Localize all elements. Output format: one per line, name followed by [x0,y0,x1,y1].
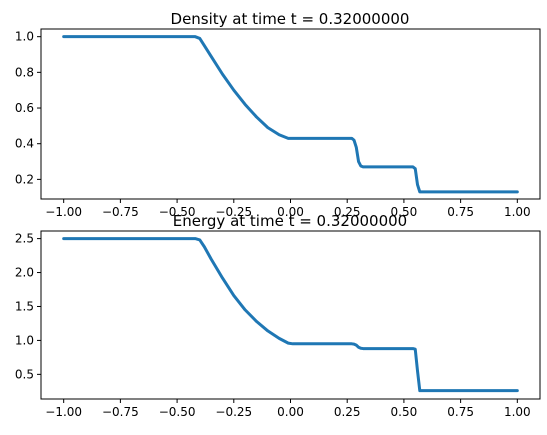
energy-panel: Energy at time t = 0.32000000 −1.00 −0.75… [15,212,541,419]
energy-plot-area: −1.00 −0.75 −0.50 −0.25 0.00 0.25 0.50 0.75 1.00… [15,232,531,419]
density-x-tick-label: 0.00 [277,205,304,219]
energy-series-line [62,237,519,393]
density-x-tick-label: −0.25 [215,205,252,219]
density-y-tick-label: 0.4 [15,137,34,151]
energy-x-tick-label: 1.00 [504,405,531,419]
energy-x-tick-label: −0.75 [102,405,139,419]
density-x-tick-label: 0.75 [447,205,474,219]
density-x-tick-label: 0.50 [391,205,418,219]
energy-x-tick-label: 0.25 [334,405,361,419]
energy-x-tick-label: 0.00 [277,405,304,419]
density-plot-area: −1.00 −0.75 −0.50 −0.25 0.00 0.25 0.50 0.75 1.00… [15,30,531,219]
energy-y-tick-label: 1.5 [15,299,34,313]
density-y-tick-label: 0.2 [15,172,34,186]
density-y-tick-label: 1.0 [15,30,34,44]
density-x-tick-label: −0.50 [159,205,196,219]
density-chart-title: Density at time t = 0.32000000 [171,10,410,28]
density-x-tick-label: 0.25 [334,205,361,219]
energy-y-tick-label: 1.0 [15,333,34,347]
density-x-tick-label: 1.00 [504,205,531,219]
density-y-tick-label: 0.8 [15,65,34,79]
density-y-tick-label: 0.6 [15,101,34,115]
energy-y-tick-label: 2.5 [15,232,34,246]
energy-x-tick-label: −0.25 [215,405,252,419]
density-x-tick-label: −0.75 [102,205,139,219]
energy-axes-frame [40,230,541,400]
energy-x-tick-label: 0.75 [447,405,474,419]
density-x-tick-label: −1.00 [45,205,82,219]
density-panel: Density at time t = 0.32000000 −1.00 −0.7… [15,10,541,219]
density-axes-frame [40,28,541,200]
energy-x-tick-label: 0.50 [391,405,418,419]
energy-x-tick-label: −1.00 [45,405,82,419]
energy-x-tick-label: −0.50 [159,405,196,419]
energy-y-tick-label: 2.0 [15,266,34,280]
density-series-line [62,35,519,194]
energy-chart-title: Energy at time t = 0.32000000 [173,212,407,230]
energy-y-tick-label: 0.5 [15,367,34,381]
